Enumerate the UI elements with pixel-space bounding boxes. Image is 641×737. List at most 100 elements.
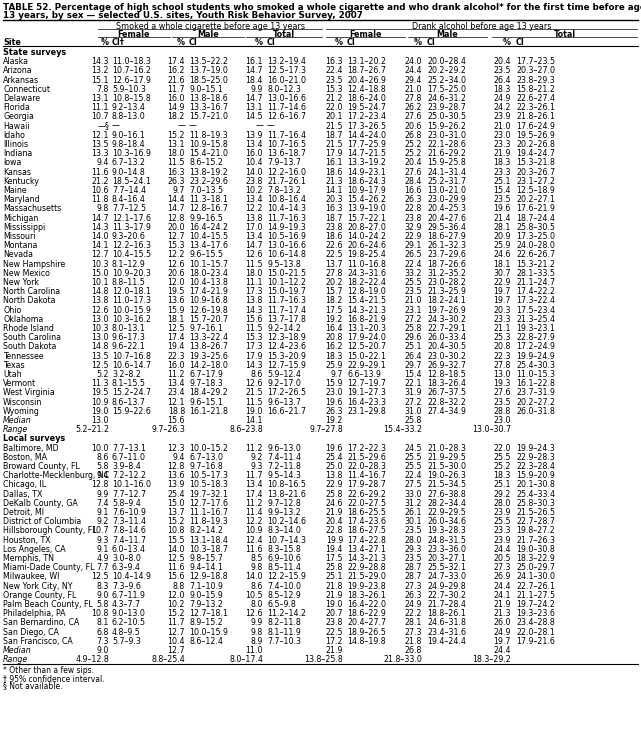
Text: District of Columbia: District of Columbia xyxy=(3,517,81,526)
Text: 22.0–28.1: 22.0–28.1 xyxy=(516,628,555,637)
Text: 11.7: 11.7 xyxy=(167,618,185,627)
Text: 24.9: 24.9 xyxy=(494,94,511,103)
Text: 13.4: 13.4 xyxy=(246,481,263,489)
Text: 15.4–21.0: 15.4–21.0 xyxy=(189,149,228,158)
Text: 19.7: 19.7 xyxy=(494,637,511,646)
Text: 14.2–18.0: 14.2–18.0 xyxy=(189,361,228,370)
Text: 9.8–15.7: 9.8–15.7 xyxy=(189,554,223,563)
Text: 18.0: 18.0 xyxy=(168,149,185,158)
Text: 7.3: 7.3 xyxy=(97,637,109,646)
Text: 19.5: 19.5 xyxy=(168,287,185,296)
Text: 15.4: 15.4 xyxy=(494,186,511,195)
Text: 17.3: 17.3 xyxy=(246,343,263,352)
Text: 18.8: 18.8 xyxy=(168,407,185,416)
Text: 8.9–15.2: 8.9–15.2 xyxy=(189,618,223,627)
Text: 19.0: 19.0 xyxy=(326,600,343,609)
Text: 9.2: 9.2 xyxy=(251,453,263,462)
Text: 8.3: 8.3 xyxy=(97,581,109,590)
Text: 15.6: 15.6 xyxy=(167,416,185,425)
Text: 9.0–15.9: 9.0–15.9 xyxy=(189,591,223,600)
Text: 8.6–13.7: 8.6–13.7 xyxy=(112,397,146,407)
Text: 22.7–30.2: 22.7–30.2 xyxy=(427,591,466,600)
Text: 18.3: 18.3 xyxy=(494,85,511,94)
Text: 10.4–15.5: 10.4–15.5 xyxy=(189,232,228,241)
Text: 21.8–26.1: 21.8–26.1 xyxy=(516,113,555,122)
Text: 28.4: 28.4 xyxy=(404,177,422,186)
Text: 11.8: 11.8 xyxy=(92,195,109,204)
Text: 13.0: 13.0 xyxy=(92,333,109,342)
Text: 3.2–8.2: 3.2–8.2 xyxy=(112,370,141,379)
Text: 19.5–26.9: 19.5–26.9 xyxy=(516,130,554,140)
Text: 22.9–29.5: 22.9–29.5 xyxy=(427,508,466,517)
Text: Maine: Maine xyxy=(3,186,27,195)
Text: 10.4–15.5: 10.4–15.5 xyxy=(112,251,151,259)
Text: 9.7–16.1: 9.7–16.1 xyxy=(189,324,223,333)
Text: 9.6–17.3: 9.6–17.3 xyxy=(112,333,146,342)
Text: 18.6–27.5: 18.6–27.5 xyxy=(347,526,386,535)
Text: 23.9: 23.9 xyxy=(494,536,511,545)
Text: 7.0–13.5: 7.0–13.5 xyxy=(189,186,223,195)
Text: 15.1: 15.1 xyxy=(92,76,109,85)
Text: 15.6: 15.6 xyxy=(167,573,185,581)
Text: 26.4: 26.4 xyxy=(404,352,422,360)
Text: 23.7–29.6: 23.7–29.6 xyxy=(427,251,466,259)
Text: 7.3–9.6: 7.3–9.6 xyxy=(112,581,141,590)
Text: 23.3–36.0: 23.3–36.0 xyxy=(427,545,466,553)
Text: 14.9–19.3: 14.9–19.3 xyxy=(267,223,306,232)
Text: Wisconsin: Wisconsin xyxy=(3,397,42,407)
Text: 12.7: 12.7 xyxy=(92,251,109,259)
Text: Detroit, MI: Detroit, MI xyxy=(3,508,44,517)
Text: 20.3: 20.3 xyxy=(326,195,343,204)
Text: Median: Median xyxy=(3,646,32,655)
Text: 21.3: 21.3 xyxy=(494,609,511,618)
Text: 18.3: 18.3 xyxy=(326,352,343,360)
Text: 25.2: 25.2 xyxy=(404,149,422,158)
Text: 12.5: 12.5 xyxy=(167,324,185,333)
Text: 21.3–25.4: 21.3–25.4 xyxy=(516,315,555,324)
Text: 20.1: 20.1 xyxy=(326,113,343,122)
Text: 8.6: 8.6 xyxy=(251,370,263,379)
Text: 19.1–27.3: 19.1–27.3 xyxy=(347,388,386,397)
Text: Palm Beach County, FL: Palm Beach County, FL xyxy=(3,600,93,609)
Text: 8.9: 8.9 xyxy=(251,637,263,646)
Text: 12.8: 12.8 xyxy=(168,462,185,471)
Text: 10.8: 10.8 xyxy=(168,526,185,535)
Text: 8.6: 8.6 xyxy=(97,453,109,462)
Text: 20.2–26.8: 20.2–26.8 xyxy=(516,140,555,149)
Text: Florida: Florida xyxy=(3,103,30,112)
Text: 18.2: 18.2 xyxy=(168,113,185,122)
Text: 13.1: 13.1 xyxy=(246,103,263,112)
Text: 21.5: 21.5 xyxy=(246,388,263,397)
Text: 13.3–22.4: 13.3–22.4 xyxy=(189,333,228,342)
Text: 28.0: 28.0 xyxy=(404,536,422,545)
Text: 17.4–21.9: 17.4–21.9 xyxy=(189,287,228,296)
Text: 19.2: 19.2 xyxy=(326,315,343,324)
Text: 10.5–18.3: 10.5–18.3 xyxy=(189,481,228,489)
Text: 8.0–17.4: 8.0–17.4 xyxy=(229,655,263,664)
Text: 24.6: 24.6 xyxy=(326,499,343,508)
Text: 25.1: 25.1 xyxy=(494,481,511,489)
Text: 13.4: 13.4 xyxy=(246,140,263,149)
Text: 6.7–11.0: 6.7–11.0 xyxy=(112,453,146,462)
Text: 22.0–28.3: 22.0–28.3 xyxy=(347,462,386,471)
Text: 14.8–19.8: 14.8–19.8 xyxy=(347,637,386,646)
Text: CI†: CI† xyxy=(112,38,125,47)
Text: 10.5–16.9: 10.5–16.9 xyxy=(267,232,306,241)
Text: 9.7: 9.7 xyxy=(331,370,343,379)
Text: 14.7: 14.7 xyxy=(246,241,263,250)
Text: 7.4–10.0: 7.4–10.0 xyxy=(267,581,301,590)
Text: 16.8–21.9: 16.8–21.9 xyxy=(347,315,386,324)
Text: 9.6–15.1: 9.6–15.1 xyxy=(189,397,223,407)
Text: 26.0–34.6: 26.0–34.6 xyxy=(427,517,466,526)
Text: Kansas: Kansas xyxy=(3,167,31,177)
Text: Smoked a whole cigarette before age 13 years: Smoked a whole cigarette before age 13 y… xyxy=(115,22,304,31)
Text: 9.0–16.1: 9.0–16.1 xyxy=(112,130,146,140)
Text: 27.6: 27.6 xyxy=(494,388,511,397)
Text: 24.7–33.0: 24.7–33.0 xyxy=(427,573,466,581)
Text: 25.2–34.0: 25.2–34.0 xyxy=(427,76,466,85)
Text: 6.9–10.6: 6.9–10.6 xyxy=(267,554,301,563)
Text: 19.0: 19.0 xyxy=(246,407,263,416)
Text: 27.2: 27.2 xyxy=(404,397,422,407)
Text: 10.6–14.8: 10.6–14.8 xyxy=(267,251,306,259)
Text: 12.6: 12.6 xyxy=(92,306,109,315)
